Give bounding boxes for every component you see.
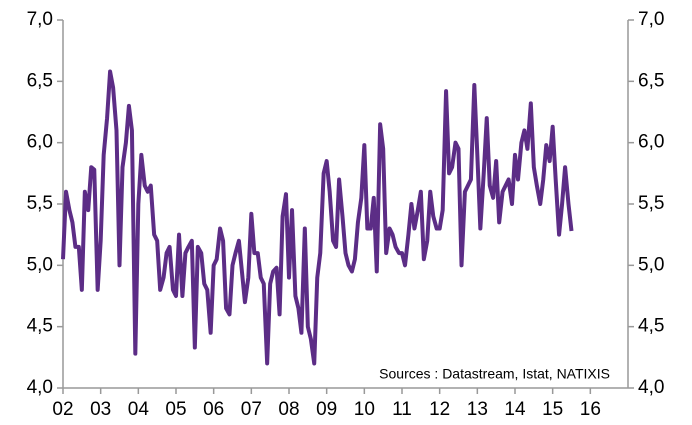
x-tick-label: 15: [542, 399, 563, 420]
x-tick-label: 14: [504, 399, 526, 420]
y2-tick-label: 4,0: [638, 377, 664, 398]
y2-tick-label: 7,0: [638, 9, 664, 30]
y2-tick-label: 6,5: [638, 70, 664, 91]
y-tick-label: 6,0: [27, 132, 53, 153]
x-tick-label: 13: [467, 399, 488, 420]
y-tick-label: 4,0: [27, 377, 53, 398]
x-tick-label: 10: [354, 399, 375, 420]
x-tick-label: 09: [316, 399, 337, 420]
x-tick-label: 03: [90, 399, 111, 420]
x-tick-label: 07: [241, 399, 262, 420]
x-tick-label: 08: [278, 399, 299, 420]
x-tick-label: 05: [165, 399, 186, 420]
data-line: [61, 69, 574, 366]
y-tick-label: 7,0: [27, 9, 53, 30]
x-tick-label: 12: [429, 399, 450, 420]
x-tick-label: 11: [392, 399, 412, 420]
x-tick-label: 04: [128, 399, 150, 420]
x-tick-label: 06: [203, 399, 224, 420]
annotation: Sources : Datastream, Istat, NATIXIS: [379, 366, 610, 382]
y-tick-label: 5,5: [27, 193, 53, 214]
y2-tick-label: 5,0: [638, 254, 664, 275]
y2-tick-label: 6,0: [638, 132, 664, 153]
x-tick-label: 02: [52, 399, 73, 420]
y2-tick-label: 4,5: [638, 316, 664, 337]
y-tick-label: 6,5: [27, 70, 53, 91]
y2-tick-label: 5,5: [638, 193, 664, 214]
y-tick-label: 5,0: [27, 254, 53, 275]
x-tick-label: 16: [580, 399, 601, 420]
y-tick-label: 4,5: [27, 316, 53, 337]
